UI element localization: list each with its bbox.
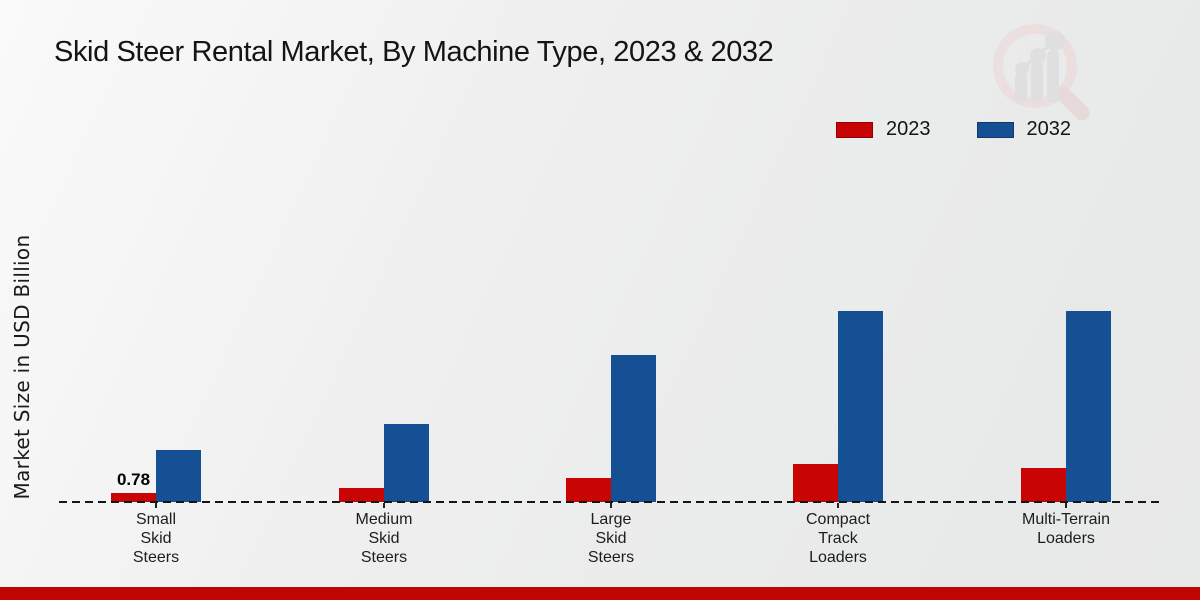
bar-2032-multi-terrain-loaders <box>1066 311 1111 502</box>
y-axis-label: Market Size in USD Billion <box>10 234 34 500</box>
axis-tick <box>1065 503 1067 508</box>
bar-2032-small-skid-steers <box>156 450 201 502</box>
chart-title: Skid Steer Rental Market, By Machine Typ… <box>54 36 774 68</box>
bar-2023-medium-skid-steers <box>339 488 384 502</box>
legend-item-2023: 2023 <box>836 118 931 141</box>
category-label-compact-track-loaders: Compact Track Loaders <box>805 511 871 566</box>
magnifier-bar-chart-watermark-icon <box>993 24 1090 120</box>
category-label-small-skid-steers: Small Skid Steers <box>132 511 180 566</box>
bar-2023-multi-terrain-loaders <box>1021 468 1066 502</box>
category-label-medium-skid-steers: Medium Skid Steers <box>355 511 413 566</box>
legend-swatch-2023 <box>836 121 873 138</box>
axis-tick <box>837 503 839 508</box>
legend-label-2023: 2023 <box>886 118 931 140</box>
axis-tick <box>383 503 385 508</box>
x-axis-baseline <box>59 501 1160 503</box>
axis-tick <box>155 503 157 508</box>
bar-2032-large-skid-steers <box>611 355 656 502</box>
category-label-multi-terrain-loaders: Multi-Terrain Loaders <box>1021 511 1110 547</box>
legend: 2023 2032 <box>836 118 1071 141</box>
bar-value-label: 0.78 <box>116 470 151 490</box>
bar-2023-compact-track-loaders <box>793 464 838 502</box>
bar-2032-compact-track-loaders <box>838 311 883 502</box>
category-label-large-skid-steers: Large Skid Steers <box>587 511 635 566</box>
bar-2032-medium-skid-steers <box>384 424 429 502</box>
axis-tick <box>610 503 612 508</box>
legend-label-2032: 2032 <box>1026 118 1072 140</box>
bar-2023-small-skid-steers <box>111 493 156 502</box>
bar-2023-large-skid-steers <box>566 478 611 502</box>
legend-swatch-2032 <box>976 121 1014 138</box>
footer-strip <box>0 587 1200 600</box>
legend-item-2032: 2032 <box>976 118 1072 141</box>
